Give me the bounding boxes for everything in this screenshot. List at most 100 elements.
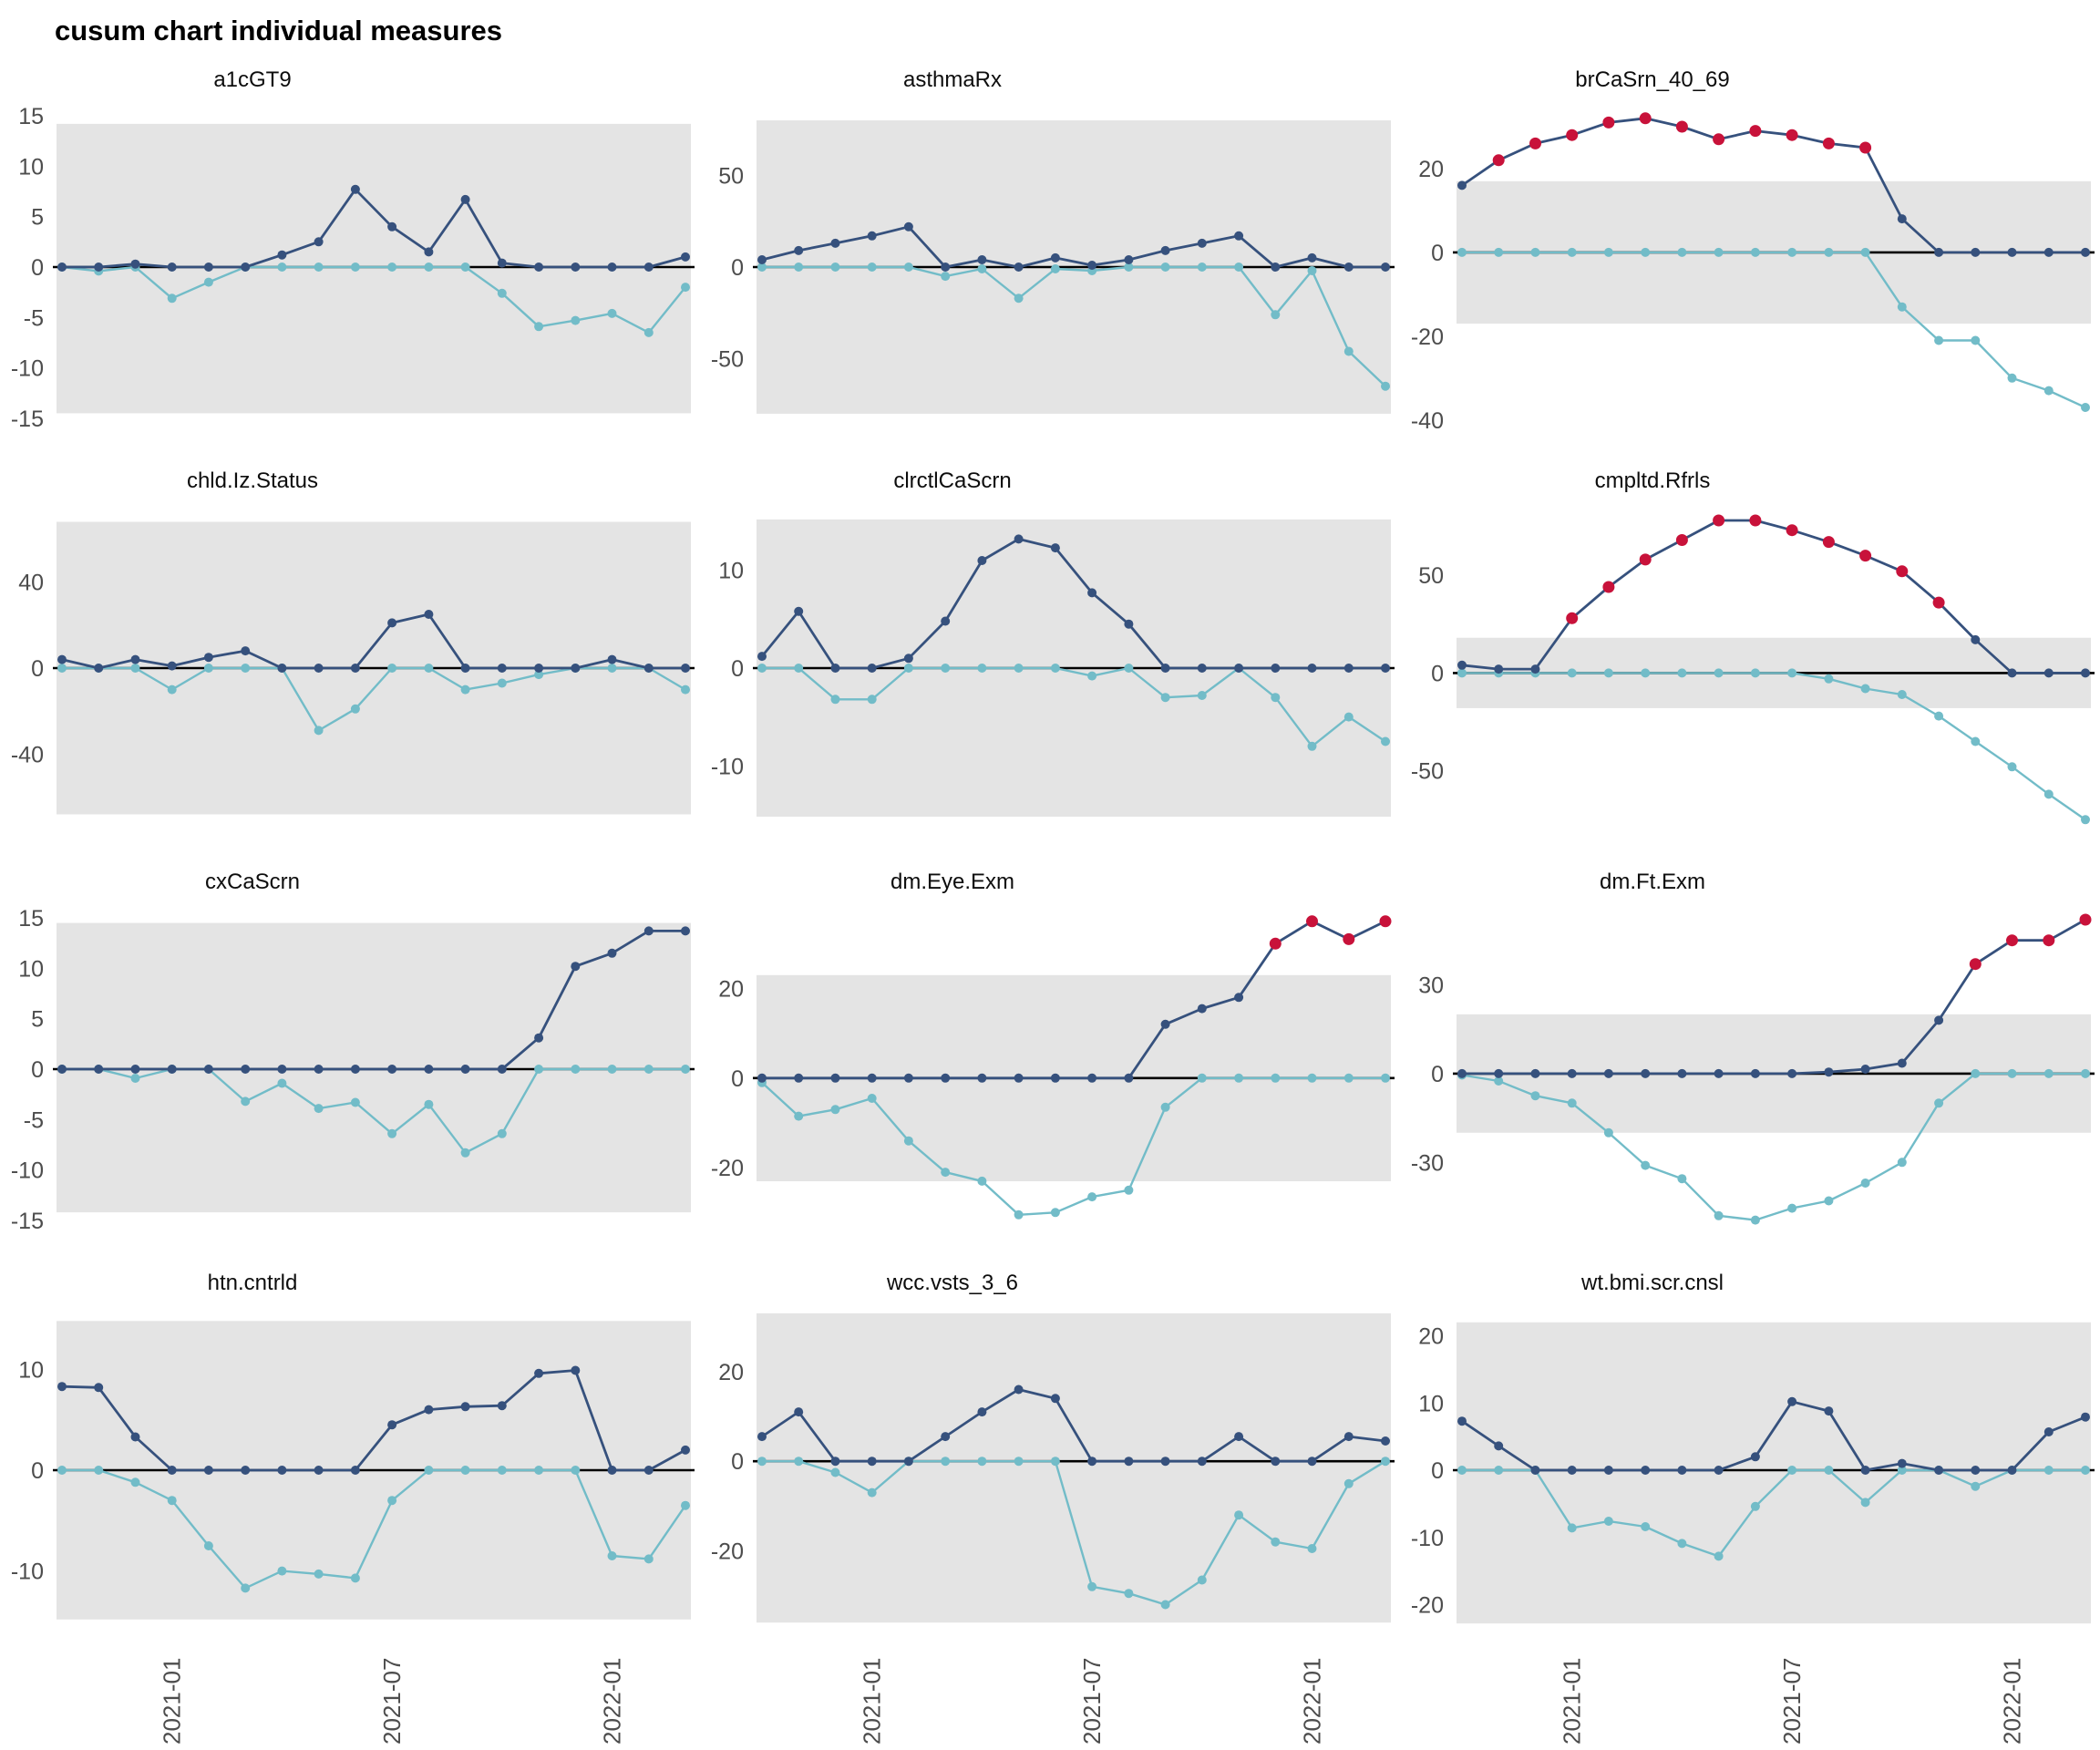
negative-cusum-point xyxy=(1750,1501,1760,1511)
negative-cusum-point xyxy=(1897,1466,1907,1475)
positive-cusum-point xyxy=(1271,1457,1281,1467)
negative-cusum-point xyxy=(1971,1481,1981,1491)
x-tick-label: 2021-07 xyxy=(1078,1658,1106,1745)
positive-cusum-point xyxy=(497,664,507,673)
positive-cusum-point xyxy=(1457,180,1467,190)
signal-point xyxy=(2006,934,2018,947)
positive-cusum-point xyxy=(643,1466,654,1475)
y-tick-label: 15 xyxy=(18,906,44,932)
signal-point xyxy=(1492,154,1505,167)
positive-cusum-point xyxy=(277,1065,287,1074)
positive-cusum-point xyxy=(867,1457,877,1467)
negative-cusum-point xyxy=(1677,668,1687,678)
negative-cusum-point xyxy=(387,1128,397,1138)
panel-plot: 15 10 5 0 -5 -10 -15 xyxy=(11,906,695,1234)
signal-point xyxy=(1749,514,1762,527)
positive-cusum-point xyxy=(1087,588,1097,598)
positive-cusum-point xyxy=(241,646,251,656)
negative-cusum-point xyxy=(1197,1575,1207,1585)
positive-cusum-point xyxy=(460,194,470,204)
panel-htn-cntrld: 10 0 -10 2021-01 2021-07 2022-01 htn.cntrld xyxy=(0,1267,700,1750)
negative-cusum-point xyxy=(387,262,397,272)
positive-cusum-point xyxy=(757,652,767,662)
negative-cusum-point xyxy=(1381,1457,1390,1467)
panel-title: clrctlCaScrn xyxy=(893,468,1012,493)
positive-cusum-point xyxy=(1160,245,1170,255)
y-tick-label: 10 xyxy=(1418,1391,1444,1416)
signal-point xyxy=(1859,550,1872,562)
negative-cusum-point xyxy=(643,1554,654,1564)
negative-cusum-point xyxy=(1897,690,1907,699)
positive-cusum-point xyxy=(1934,1015,1944,1025)
panel-asthmaRx: 50 0 -50 asthmaRx xyxy=(700,64,1400,465)
positive-cusum-point xyxy=(460,664,470,673)
panel-title: wt.bmi.scr.cnsl xyxy=(1580,1271,1724,1295)
positive-cusum-point xyxy=(1271,664,1281,673)
negative-cusum-point xyxy=(203,664,213,673)
positive-cusum-point xyxy=(350,184,360,194)
positive-cusum-point xyxy=(277,1466,287,1475)
negative-cusum-line xyxy=(762,265,1386,387)
panel-plot: 20 10 0 -10 -20 2021-01 2021-07 2022-01 xyxy=(1411,1322,2095,1745)
negative-cusum-line xyxy=(762,666,1386,747)
positive-cusum-point xyxy=(941,1073,951,1083)
positive-cusum-point xyxy=(1014,534,1024,544)
positive-cusum-point xyxy=(1307,664,1317,673)
positive-cusum-point xyxy=(534,664,544,673)
y-tick-label: 0 xyxy=(1431,661,1444,686)
positive-cusum-point xyxy=(277,664,287,673)
negative-cusum-line xyxy=(1461,1072,2085,1221)
signal-point xyxy=(1269,937,1282,950)
positive-cusum-point xyxy=(1677,1466,1687,1475)
y-tick-label: 0 xyxy=(731,1449,744,1475)
positive-cusum-point xyxy=(2081,1412,2090,1422)
positive-cusum-point xyxy=(2081,668,2090,678)
y-tick-label: -15 xyxy=(11,1209,44,1234)
panel-plot: 20 0 -20 2021-01 2021-07 2022-01 xyxy=(711,1312,1395,1745)
y-tick-label: 20 xyxy=(1418,1324,1444,1350)
positive-cusum-point xyxy=(1641,1466,1651,1475)
negative-cusum-point xyxy=(350,1573,360,1583)
positive-cusum-point xyxy=(94,1383,104,1393)
positive-cusum-point xyxy=(794,245,804,255)
y-tick-label: 30 xyxy=(1418,973,1444,998)
x-tick-label: 2021-01 xyxy=(159,1658,186,1745)
positive-cusum-point xyxy=(757,255,767,264)
negative-cusum-point xyxy=(241,1583,251,1593)
positive-cusum-point xyxy=(314,1065,324,1074)
positive-cusum-point xyxy=(130,1065,140,1074)
positive-cusum-point xyxy=(497,1401,507,1411)
panel-wt-bmi-scr-cnsl: 20 10 0 -10 -20 2021-01 2021-07 2022-01 wt.bmi.… xyxy=(1400,1267,2100,1750)
negative-cusum-point xyxy=(1014,1210,1024,1220)
negative-cusum-point xyxy=(1860,684,1870,694)
positive-cusum-point xyxy=(1934,1466,1944,1475)
control-limit-band xyxy=(57,123,691,414)
negative-cusum-point xyxy=(607,1065,617,1074)
negative-cusum-point xyxy=(1641,668,1651,678)
positive-cusum-point xyxy=(794,1073,804,1083)
negative-cusum-point xyxy=(1307,1544,1317,1553)
negative-cusum-point xyxy=(1714,1210,1724,1220)
positive-cusum-line xyxy=(760,538,1385,670)
negative-cusum-point xyxy=(1603,668,1613,678)
negative-cusum-point xyxy=(497,1128,507,1138)
y-tick-label: -20 xyxy=(711,1539,744,1565)
x-tick-label: 2021-07 xyxy=(378,1658,406,1745)
negative-cusum-point xyxy=(903,1136,913,1146)
positive-cusum-point xyxy=(1824,1067,1834,1077)
negative-cusum-point xyxy=(1050,264,1060,273)
panel-dm-Ft-Exm: 30 0 -30 dm.Ft.Exm xyxy=(1400,866,2100,1267)
y-tick-label: -40 xyxy=(11,742,44,767)
negative-cusum-point xyxy=(867,1488,877,1498)
negative-cusum-point xyxy=(1050,1457,1060,1467)
negative-cusum-point xyxy=(1271,1073,1281,1083)
positive-cusum-point xyxy=(2043,1427,2054,1436)
positive-cusum-point xyxy=(1603,1068,1613,1078)
negative-cusum-point xyxy=(1197,1073,1207,1083)
positive-cusum-point xyxy=(867,231,877,241)
positive-cusum-point xyxy=(1050,252,1060,262)
positive-cusum-point xyxy=(1160,664,1170,673)
negative-cusum-point xyxy=(794,262,804,272)
negative-cusum-point xyxy=(1271,310,1281,320)
positive-cusum-point xyxy=(1087,261,1097,270)
